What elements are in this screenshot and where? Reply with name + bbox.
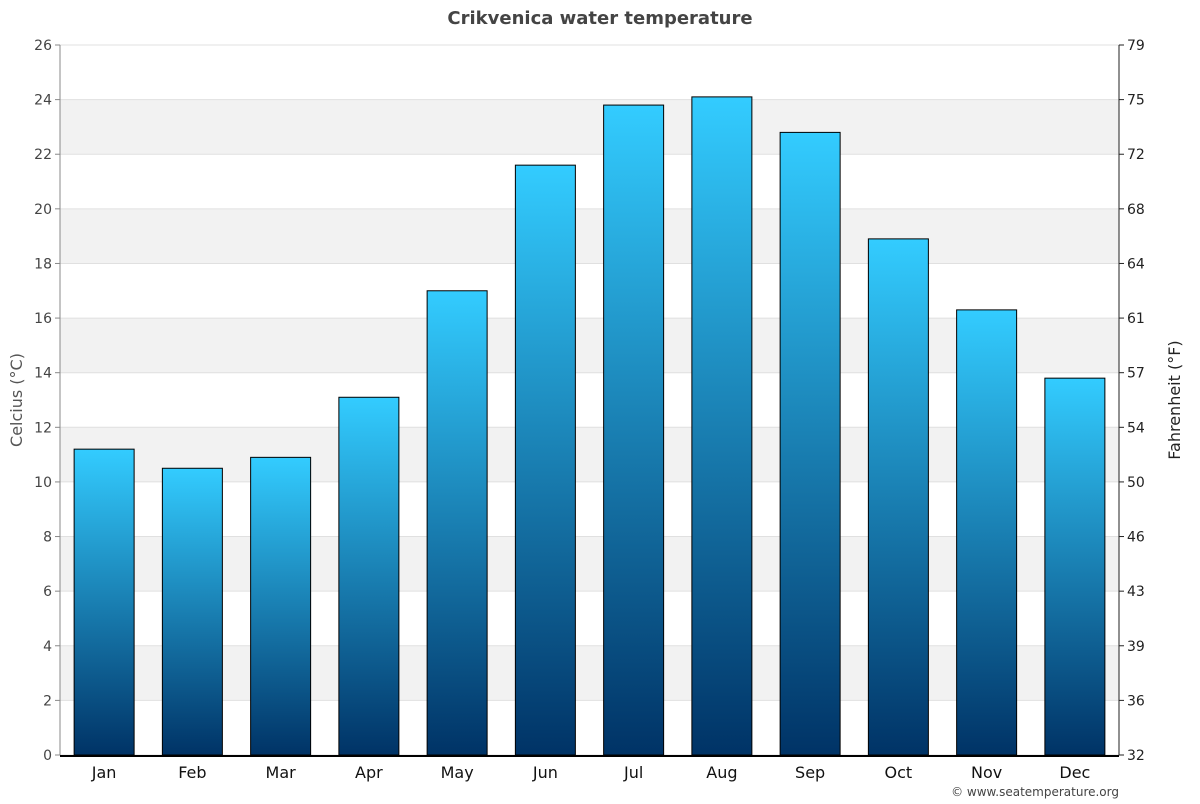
bar-jun[interactable]	[514, 164, 576, 756]
y-tick-label-right: 75	[1127, 93, 1145, 109]
y-tick-label-left: 14	[34, 366, 52, 382]
y-tick-label-left: 2	[43, 693, 52, 709]
y-tick-label-right: 79	[1127, 38, 1145, 54]
y-tick-label-right: 36	[1127, 693, 1145, 709]
grid-band	[60, 536, 1119, 592]
x-tick-label: Jan	[91, 763, 117, 782]
y-axis-label-left: Celcius (°C)	[7, 353, 26, 447]
bar-dec[interactable]	[1044, 377, 1106, 756]
grid-band	[60, 645, 1119, 701]
x-tick-label: Aug	[706, 763, 737, 782]
y-tick-label-left: 24	[34, 93, 52, 109]
x-tick-label: Apr	[355, 763, 383, 782]
y-tick-label-left: 26	[34, 38, 52, 54]
bar-jul[interactable]	[603, 104, 665, 756]
y-tick-label-right: 39	[1127, 639, 1145, 655]
y-tick-label-left: 22	[34, 147, 52, 163]
y-tick-label-left: 6	[43, 584, 52, 600]
bar-sep[interactable]	[779, 131, 841, 756]
y-tick-label-right: 43	[1127, 584, 1145, 600]
x-tick-label: Sep	[795, 763, 825, 782]
y-tick-label-right: 64	[1127, 256, 1145, 272]
bar-nov[interactable]	[956, 309, 1018, 756]
bar-oct[interactable]	[867, 238, 929, 756]
x-tick-label: Dec	[1059, 763, 1090, 782]
y-tick-label-left: 0	[43, 748, 52, 764]
chart-title: Crikvenica water temperature	[447, 8, 752, 29]
credit[interactable]: © www.seatemperature.org	[951, 785, 1119, 799]
x-tick-label: May	[441, 763, 474, 782]
y-tick-label-right: 68	[1127, 202, 1145, 218]
grid-band	[60, 208, 1119, 264]
y-tick-label-left: 8	[43, 530, 52, 546]
x-tick-label: Mar	[266, 763, 297, 782]
y-tick-label-right: 46	[1127, 530, 1145, 546]
y-tick-label-right: 32	[1127, 748, 1145, 764]
y-tick-label-right: 57	[1127, 366, 1145, 382]
x-tick-label: Oct	[885, 763, 913, 782]
y-tick-label-right: 72	[1127, 147, 1145, 163]
x-tick-label: Nov	[971, 763, 1002, 782]
bar-mar[interactable]	[250, 456, 312, 756]
x-tick-label: Feb	[178, 763, 206, 782]
y-tick-label-left: 20	[34, 202, 52, 218]
y-tick-label-right: 50	[1127, 475, 1145, 491]
y-tick-label-left: 12	[34, 420, 52, 436]
grid-band	[60, 99, 1119, 155]
y-tick-label-right: 54	[1127, 420, 1145, 436]
bar-jan[interactable]	[73, 448, 135, 756]
y-tick-label-left: 4	[43, 639, 52, 655]
grid-band	[60, 427, 1119, 482]
bar-aug[interactable]	[691, 96, 753, 756]
x-tick-label: Jul	[623, 763, 643, 782]
y-tick-label-left: 10	[34, 475, 52, 491]
bar-apr[interactable]	[338, 396, 400, 756]
y-axis-label-right: Fahrenheit (°F)	[1165, 340, 1184, 459]
y-tick-label-right: 61	[1127, 311, 1145, 327]
y-tick-label-left: 16	[34, 311, 52, 327]
grid-band	[60, 318, 1119, 373]
bar-feb[interactable]	[161, 467, 223, 756]
x-tick-label: Jun	[532, 763, 558, 782]
y-tick-label-left: 18	[34, 256, 52, 272]
bar-may[interactable]	[426, 290, 488, 756]
